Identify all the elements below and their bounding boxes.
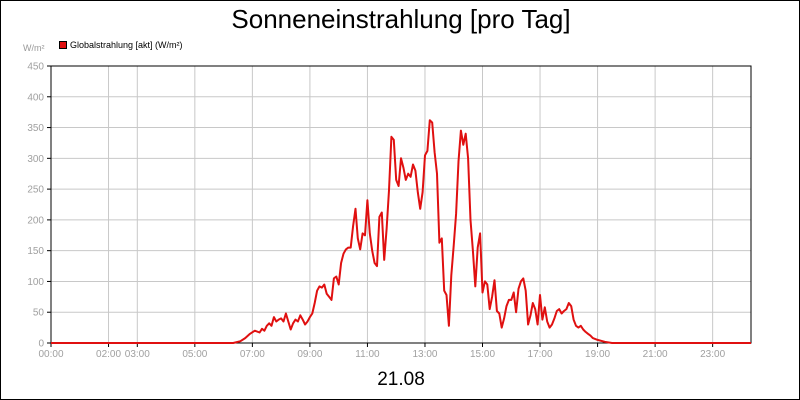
x-tick-label: 11:00 (355, 349, 380, 360)
x-tick-label: 21:00 (643, 349, 668, 360)
x-tick-label: 03:00 (125, 349, 150, 360)
x-tick-label: 15:00 (470, 349, 495, 360)
y-tick-label: 50 (33, 308, 45, 319)
x-tick-label: 17:00 (528, 349, 553, 360)
y-tick-label: 150 (27, 246, 44, 257)
y-tick-label: 350 (27, 123, 44, 134)
x-tick-label: 23:00 (700, 349, 725, 360)
x-tick-label: 07:00 (240, 349, 265, 360)
plot-frame (50, 65, 752, 344)
date-label: 21.08 (377, 369, 425, 390)
y-tick-label: 0 (38, 339, 44, 350)
x-tick-label: 05:00 (182, 349, 207, 360)
x-tick-label: 00:00 (38, 349, 63, 360)
legend-label: Globalstrahlung [akt] (W/m²) (70, 40, 183, 50)
x-tick-label: 09:00 (297, 349, 322, 360)
legend: Globalstrahlung [akt] (W/m²) (59, 40, 183, 50)
y-tick-label: 300 (27, 154, 44, 165)
y-tick-label: 100 (27, 277, 44, 288)
y-tick-label: 450 (27, 62, 44, 73)
x-tick-label: 13:00 (412, 349, 437, 360)
y-tick-label: 400 (27, 92, 44, 103)
y-tick-label: 250 (27, 185, 44, 196)
y-tick-label: 200 (27, 215, 44, 226)
y-unit-label: W/m² (23, 43, 45, 53)
legend-swatch (59, 41, 67, 49)
plot-area (51, 66, 751, 343)
chart-title: Sonneneinstrahlung [pro Tag] (231, 4, 571, 34)
series-line-globalstrahlung (51, 119, 751, 344)
x-tick-label: 19:00 (585, 349, 610, 360)
x-tick-label: 02:00 (96, 349, 121, 360)
